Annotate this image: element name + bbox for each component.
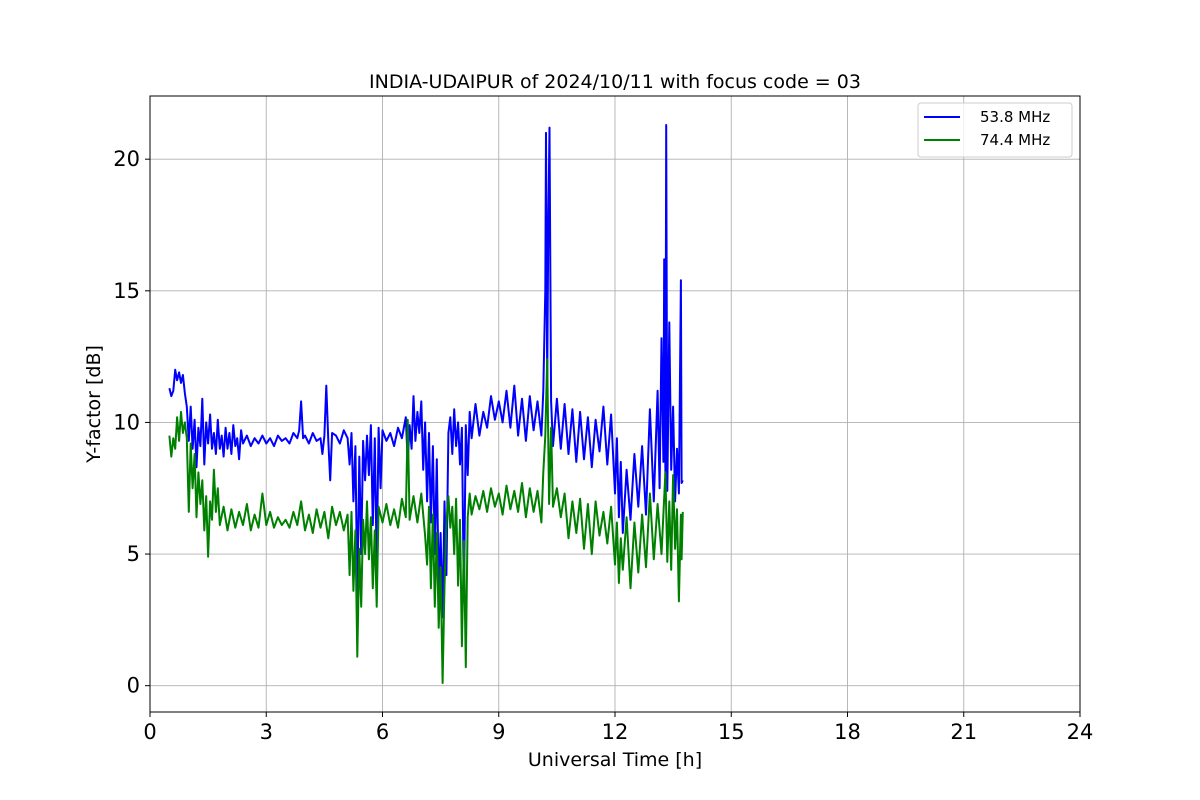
x-tick-label: 15 bbox=[718, 720, 745, 744]
x-tick-label: 24 bbox=[1067, 720, 1094, 744]
x-tick-label: 18 bbox=[834, 720, 861, 744]
series-layer bbox=[168, 124, 684, 684]
x-tick-label: 9 bbox=[492, 720, 505, 744]
legend: 53.8 MHz 74.4 MHz bbox=[917, 102, 1073, 158]
y-tick-label: 15 bbox=[113, 279, 140, 303]
series-line-53-8-mhz bbox=[168, 124, 684, 619]
legend-label-53-8-mhz: 53.8 MHz bbox=[980, 108, 1050, 126]
chart-title: INDIA-UDAIPUR of 2024/10/11 with focus c… bbox=[369, 71, 861, 93]
ticks: 0 3 6 9 12 15 18 21 24 0 5 10 15 20 bbox=[113, 147, 1093, 744]
legend-label-74-4-mhz: 74.4 MHz bbox=[980, 131, 1050, 149]
y-tick-label: 20 bbox=[113, 147, 140, 171]
y-axis-label: Y-factor [dB] bbox=[83, 345, 105, 464]
x-tick-label: 0 bbox=[143, 720, 156, 744]
x-tick-label: 12 bbox=[602, 720, 629, 744]
x-tick-label: 21 bbox=[950, 720, 977, 744]
y-tick-label: 0 bbox=[127, 674, 140, 698]
y-tick-label: 5 bbox=[127, 542, 140, 566]
x-tick-label: 3 bbox=[260, 720, 273, 744]
y-tick-label: 10 bbox=[113, 410, 140, 434]
x-tick-label: 6 bbox=[376, 720, 389, 744]
series-line-74-4-mhz bbox=[168, 358, 684, 684]
x-axis-label: Universal Time [h] bbox=[528, 749, 702, 771]
